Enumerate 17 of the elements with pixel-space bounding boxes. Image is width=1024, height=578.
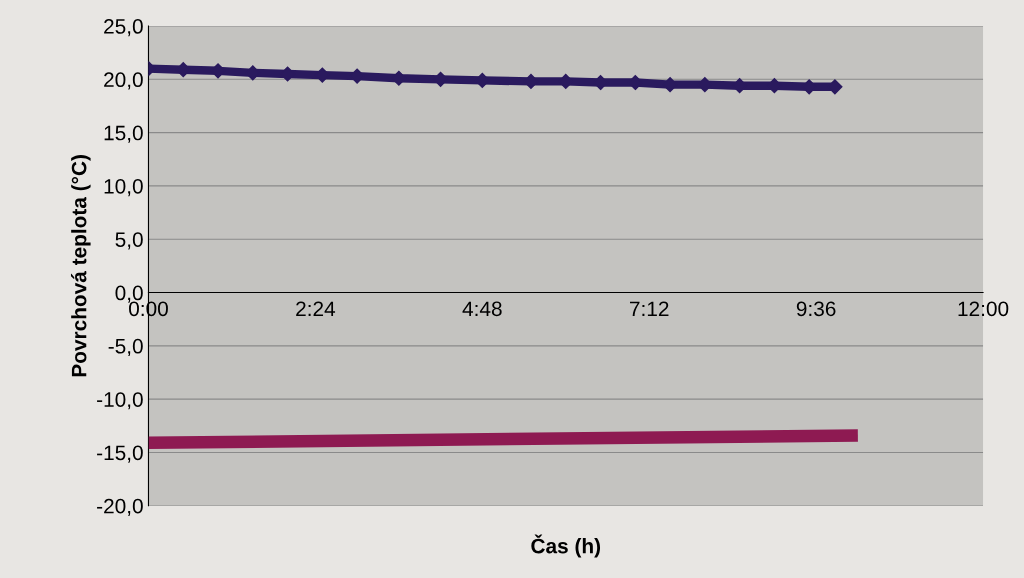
y-tick-label: 15,0: [104, 125, 143, 143]
x-tick-label: 7:12: [630, 301, 669, 316]
y-tick-label: 25,0: [104, 19, 143, 37]
x-axis-title: Čas (h): [531, 534, 601, 558]
y-tick-label: 10,0: [104, 178, 143, 197]
y-tick-label: -5,0: [108, 338, 143, 357]
y-tick-label: -20,0: [97, 498, 143, 516]
x-tick-label: 9:36: [796, 301, 836, 317]
x-tick-label: 12:00: [958, 301, 1009, 317]
y-tick-label: -10,0: [97, 392, 143, 410]
y-tick-label: 5,0: [115, 232, 143, 250]
y-tick-label: -15,0: [97, 445, 143, 463]
y-tick-label: 20,0: [104, 72, 143, 90]
y-tick-label: 0,0: [115, 285, 143, 303]
y-axis-title: Povrchová teplota (°C): [70, 155, 91, 377]
x-tick-label: 2:24: [296, 301, 336, 316]
x-tick-label: 4:48: [462, 301, 502, 317]
